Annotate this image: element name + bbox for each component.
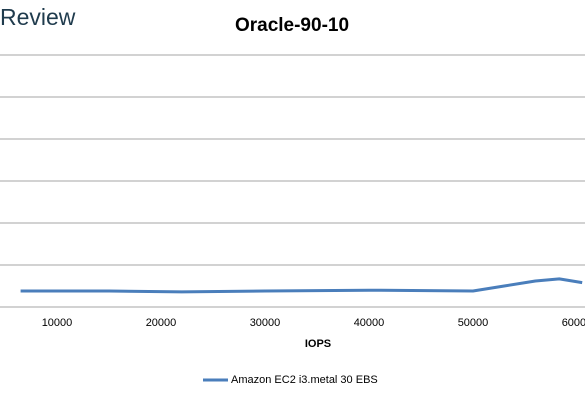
x-tick-label: 60000: [562, 317, 585, 329]
x-tick-label: 30000: [250, 317, 281, 329]
x-axis-label: IOPS: [305, 338, 331, 350]
x-tick-label: 20000: [146, 317, 177, 329]
brand: Review: [0, 4, 76, 30]
x-tick-label: 40000: [354, 317, 385, 329]
x-tick-label: 50000: [458, 317, 489, 329]
legend-label: Amazon EC2 i3.metal 30 EBS: [231, 374, 378, 386]
series-line: [20, 277, 583, 294]
x-tick-label: 10000: [42, 317, 73, 329]
chart-title: Oracle-90-10: [235, 15, 349, 36]
